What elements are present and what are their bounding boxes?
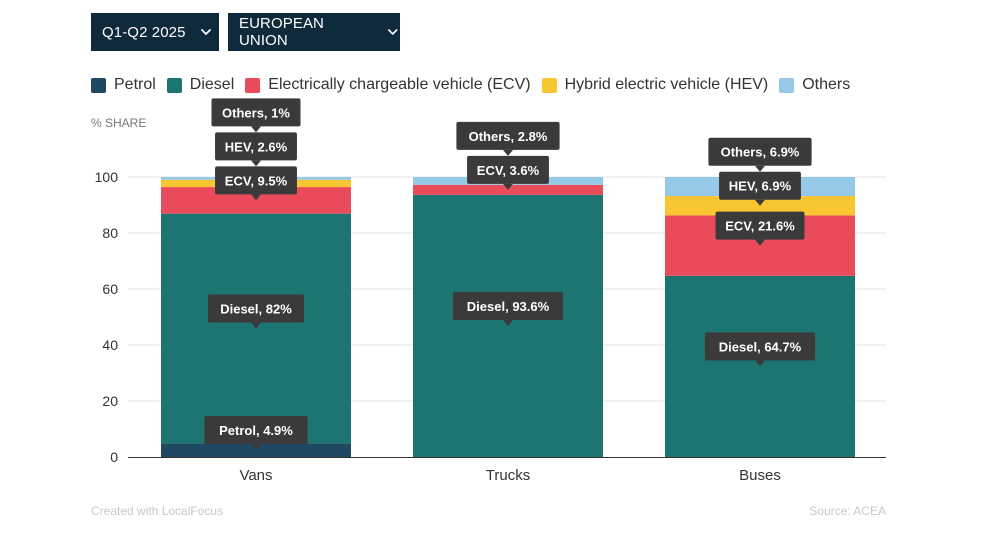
data-label-pointer (503, 183, 513, 190)
data-label-text: Others, 2.8% (469, 129, 548, 144)
data-label-box (452, 291, 564, 320)
y-tick-label: 0 (110, 449, 118, 465)
legend-swatch (245, 77, 261, 93)
legend-item[interactable]: Others (779, 76, 850, 94)
legend-swatch (779, 77, 795, 93)
data-label-pointer (251, 160, 261, 167)
data-label-pointer (251, 444, 261, 451)
y-axis-label: % SHARE (91, 116, 146, 130)
x-tick-label: Trucks (486, 467, 530, 484)
region-dropdown[interactable]: EUROPEAN UNION (228, 13, 400, 51)
data-label-box (704, 332, 816, 361)
data-label-pointer (755, 239, 765, 246)
data-label: Diesel, 64.7% (704, 332, 816, 367)
data-label-box (467, 155, 549, 184)
data-label-box (215, 166, 297, 195)
data-label: Diesel, 82% (207, 294, 305, 329)
data-label-text: Diesel, 82% (220, 301, 292, 316)
data-label: Diesel, 93.6% (452, 291, 564, 326)
period-dropdown[interactable]: Q1-Q2 2025 (91, 13, 219, 51)
data-label: ECV, 9.5% (215, 166, 297, 201)
y-tick-label: 80 (102, 225, 118, 241)
data-label-pointer (755, 360, 765, 367)
data-label: HEV, 2.6% (215, 132, 297, 167)
data-label-text: Diesel, 64.7% (719, 339, 802, 354)
data-label-text: ECV, 21.6% (725, 219, 795, 234)
data-label-text: HEV, 6.9% (729, 179, 792, 194)
period-dropdown-label: Q1-Q2 2025 (102, 23, 186, 41)
data-label-text: Others, 6.9% (721, 145, 800, 160)
bar-segment (413, 194, 603, 458)
legend-item[interactable]: Diesel (166, 76, 235, 94)
data-label-box (456, 121, 560, 150)
data-label-text: Diesel, 93.6% (467, 299, 550, 314)
legend-item[interactable]: Electrically chargeable vehicle (ECV) (245, 76, 531, 94)
data-label-box (715, 211, 805, 240)
region-dropdown-label: EUROPEAN UNION (239, 15, 324, 49)
legend-item[interactable]: Hybrid electric vehicle (HEV) (541, 76, 769, 94)
data-label-box (211, 98, 301, 127)
y-tick-label: 100 (95, 169, 119, 185)
data-label: ECV, 3.6% (467, 155, 549, 190)
data-label-text: HEV, 2.6% (225, 139, 288, 154)
y-tick-label: 20 (102, 393, 118, 409)
legend-swatch (91, 77, 106, 93)
data-label: ECV, 21.6% (715, 211, 805, 246)
chevron-down-icon (387, 29, 398, 35)
data-label: HEV, 6.9% (719, 171, 801, 206)
legend-label: Electrically chargeable vehicle (ECV) (268, 76, 531, 93)
data-label-pointer (251, 194, 261, 201)
data-label: Others, 2.8% (456, 121, 560, 156)
data-label-text: Petrol, 4.9% (219, 423, 293, 438)
legend-item[interactable]: Petrol (91, 76, 156, 94)
source-text: Source: ACEA (809, 504, 886, 518)
data-label-text: ECV, 3.6% (477, 163, 540, 178)
data-label-text: ECV, 9.5% (225, 173, 288, 188)
y-tick-label: 40 (102, 337, 118, 353)
data-label-box (719, 171, 801, 200)
data-label-box (708, 137, 812, 166)
data-label: Others, 1% (211, 98, 301, 133)
data-label-box (204, 416, 308, 445)
data-label-pointer (251, 126, 261, 133)
data-label-box (207, 294, 305, 323)
data-label-pointer (755, 199, 765, 206)
legend-label: Diesel (189, 76, 235, 93)
legend-swatch (166, 77, 182, 93)
data-label-pointer (503, 149, 513, 156)
data-label-text: Others, 1% (222, 105, 290, 120)
data-label-box (215, 132, 297, 161)
chart-legend: Petrol Diesel Electrically chargeable vehi… (91, 76, 861, 94)
x-tick-label: Vans (239, 467, 272, 484)
x-tick-label: Buses (739, 467, 781, 484)
legend-label: Hybrid electric vehicle (HEV) (564, 76, 769, 93)
data-label-pointer (755, 165, 765, 172)
chevron-down-icon (200, 29, 211, 35)
legend-swatch (541, 77, 557, 93)
y-tick-label: 60 (102, 281, 118, 297)
credit-text: Created with LocalFocus (91, 504, 224, 518)
data-label-pointer (503, 319, 513, 326)
data-label: Petrol, 4.9% (204, 416, 308, 451)
legend-label: Petrol (114, 76, 156, 93)
data-label: Others, 6.9% (708, 137, 812, 172)
data-label-pointer (251, 322, 261, 329)
legend-label: Others (802, 76, 851, 93)
